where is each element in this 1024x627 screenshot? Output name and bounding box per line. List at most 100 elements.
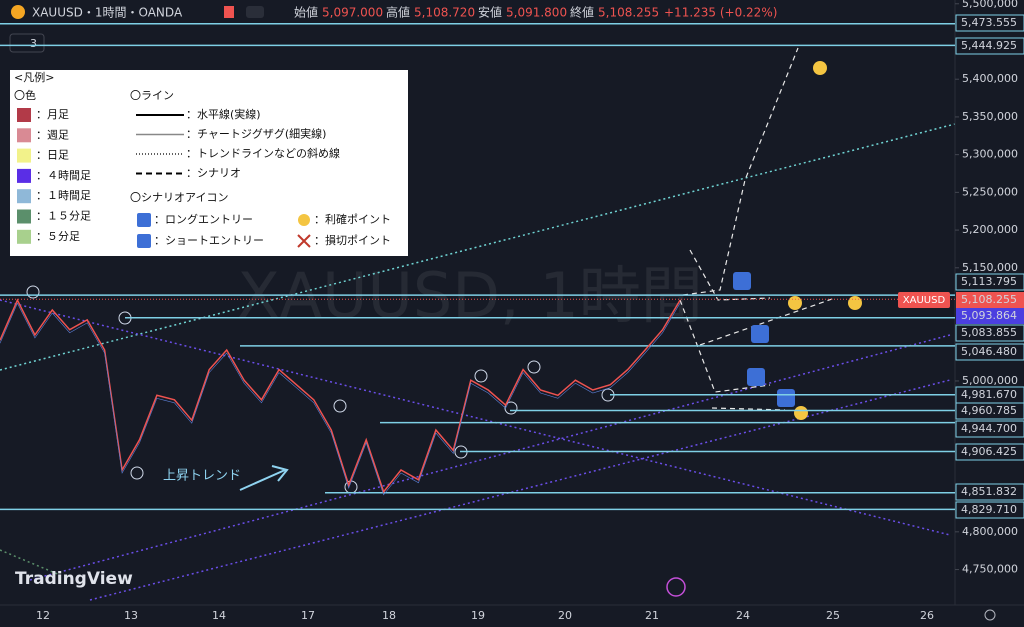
marker-price-tag bbox=[956, 308, 1024, 324]
long-icon bbox=[751, 325, 769, 343]
symbol: XAUUSD・1時間・OANDA bbox=[32, 6, 183, 20]
legend-icon bbox=[298, 214, 310, 226]
price-line-shadow bbox=[0, 302, 681, 496]
scenario bbox=[699, 297, 836, 346]
y-tick-label: 5,000,000 bbox=[962, 374, 1018, 387]
x-tick-label: 14 bbox=[212, 609, 226, 622]
long-icon bbox=[733, 272, 751, 290]
trend-line bbox=[0, 549, 61, 576]
symbol-tag: XAUUSD bbox=[903, 295, 946, 306]
legend-title: <凡例> bbox=[14, 70, 54, 84]
level-label-box bbox=[955, 14, 1024, 32]
legend-label: ：日足 bbox=[36, 149, 69, 162]
y-tick-label: 5,500,000 bbox=[962, 0, 1018, 10]
legend-label: ：ロングエントリー bbox=[154, 212, 253, 226]
level-label-box bbox=[955, 402, 1024, 420]
y-tick-label: 5,300,000 bbox=[962, 148, 1018, 161]
annotation: 上昇トレンド bbox=[163, 469, 241, 484]
pivot bbox=[26, 285, 40, 299]
open: 5,097.000 bbox=[322, 6, 383, 20]
x-tick-label: 25 bbox=[826, 609, 840, 622]
pivot bbox=[504, 401, 518, 415]
last-price-tag bbox=[956, 292, 1024, 308]
x-tick-label: 26 bbox=[920, 609, 934, 622]
flag[interactable] bbox=[224, 6, 234, 18]
legend-label: ：４時間足 bbox=[36, 169, 91, 182]
low-label: 安値 bbox=[478, 5, 502, 20]
toggle[interactable] bbox=[246, 6, 264, 18]
x-tick-label: 20 bbox=[558, 609, 572, 622]
legend-label: ：５分足 bbox=[36, 230, 80, 243]
last-price-label: 5,108.255 bbox=[961, 293, 1017, 306]
x-tick-label: 24 bbox=[736, 609, 750, 622]
level-label: 5,444.925 bbox=[961, 39, 1017, 52]
legend-label: ：シナリオ bbox=[186, 167, 241, 180]
legend-swatch bbox=[17, 128, 31, 143]
legend-heading: 〇シナリオアイコン bbox=[130, 191, 228, 204]
level-label-box bbox=[955, 37, 1024, 55]
level-label-box bbox=[955, 443, 1024, 461]
close-label: 終値 bbox=[570, 5, 594, 20]
level-label-box bbox=[955, 273, 1024, 291]
brand: TradingView bbox=[15, 569, 133, 589]
x-tick-label: 21 bbox=[645, 609, 659, 622]
level-label: 5,046.480 bbox=[961, 345, 1017, 358]
y-tick-label: 5,150,000 bbox=[962, 261, 1018, 274]
x-tick-label: 13 bbox=[124, 609, 138, 622]
level-label: 4,851.832 bbox=[961, 485, 1017, 498]
legend-label: ：１５分足 bbox=[36, 210, 91, 223]
pivot bbox=[527, 360, 541, 374]
legend-label: ：ショートエントリー bbox=[154, 234, 264, 247]
scenario bbox=[711, 407, 786, 411]
low: 5,091.800 bbox=[506, 6, 567, 20]
chart-icons bbox=[733, 61, 862, 420]
y-tick-label: 4,800,000 bbox=[962, 525, 1018, 538]
price-line bbox=[0, 298, 681, 494]
level-label: 5,473.555 bbox=[961, 16, 1017, 29]
indicator-toggle[interactable] bbox=[9, 33, 45, 53]
y-tick-label: 5,200,000 bbox=[962, 223, 1018, 236]
open-label: 始値 bbox=[294, 5, 318, 20]
scenario bbox=[689, 249, 771, 301]
legend-label: ：チャートジグザグ(細実線) bbox=[186, 127, 326, 141]
legend-label: ：１時間足 bbox=[36, 189, 91, 202]
high-label: 高値 bbox=[386, 5, 410, 20]
annotation-arrow bbox=[239, 465, 289, 491]
legend-label: ：損切ポイント bbox=[314, 233, 391, 247]
level-label: 4,981.670 bbox=[961, 388, 1017, 401]
x-tick-label: 18 bbox=[382, 609, 396, 622]
marker-price-label: 5,093.864 bbox=[961, 309, 1017, 322]
y-tick-label: 5,400,000 bbox=[962, 72, 1018, 85]
alert-icon[interactable] bbox=[666, 577, 686, 597]
short-icon bbox=[777, 389, 795, 407]
settings-icon[interactable] bbox=[984, 609, 996, 621]
level-label: 4,906.425 bbox=[961, 445, 1017, 458]
trend-line bbox=[29, 334, 951, 581]
take-profit-icon bbox=[813, 61, 827, 75]
legend-icon bbox=[297, 234, 311, 248]
legend-swatch bbox=[17, 209, 31, 224]
close: 5,108.255 bbox=[598, 6, 659, 20]
legend-swatch bbox=[17, 108, 31, 122]
change: +11.235 (+0.22%) bbox=[664, 6, 777, 20]
pivot bbox=[130, 466, 144, 480]
level-label-box bbox=[955, 324, 1024, 342]
level-label-box bbox=[955, 343, 1024, 361]
y-tick-label: 4,750,000 bbox=[962, 563, 1018, 576]
legend-icon bbox=[137, 213, 151, 227]
level-label-box bbox=[955, 420, 1024, 438]
legend-heading: 〇ライン bbox=[130, 89, 174, 102]
legend-swatch bbox=[17, 168, 31, 183]
level-label: 5,083.855 bbox=[961, 326, 1017, 339]
scenario bbox=[679, 299, 771, 393]
x-tick-label: 19 bbox=[471, 609, 485, 622]
pivot bbox=[474, 369, 488, 383]
indicator-count: 3 bbox=[30, 37, 37, 50]
legend-label: ：週足 bbox=[36, 128, 69, 141]
trend-line bbox=[0, 299, 951, 536]
level-label: 4,829.710 bbox=[961, 503, 1017, 516]
take-profit-icon bbox=[848, 296, 862, 310]
y-tick-label: 5,250,000 bbox=[962, 185, 1018, 198]
legend-label: ：利確ポイント bbox=[314, 212, 391, 226]
